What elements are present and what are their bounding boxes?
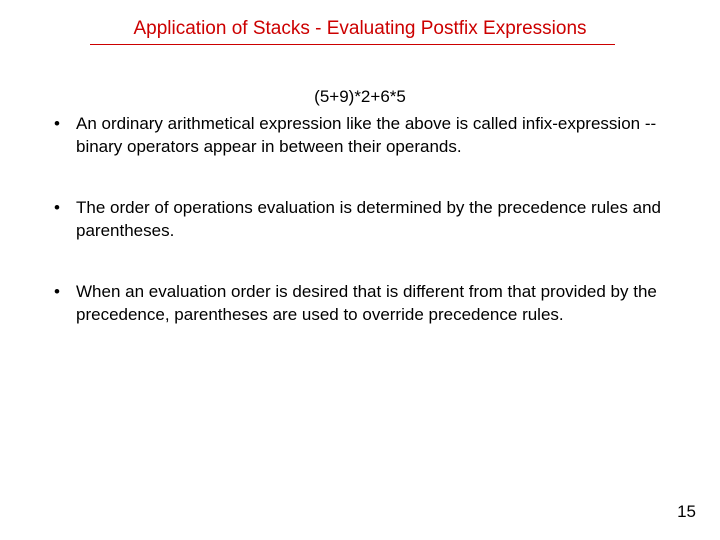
page-number: 15 — [677, 502, 696, 522]
title-underline — [90, 44, 615, 45]
list-item: An ordinary arithmetical expression like… — [48, 113, 670, 159]
list-item: The order of operations evaluation is de… — [48, 197, 670, 243]
expression-text: (5+9)*2+6*5 — [0, 87, 720, 107]
bullet-list: An ordinary arithmetical expression like… — [0, 113, 720, 327]
slide-title: Application of Stacks - Evaluating Postf… — [90, 0, 630, 48]
list-item: When an evaluation order is desired that… — [48, 281, 670, 327]
